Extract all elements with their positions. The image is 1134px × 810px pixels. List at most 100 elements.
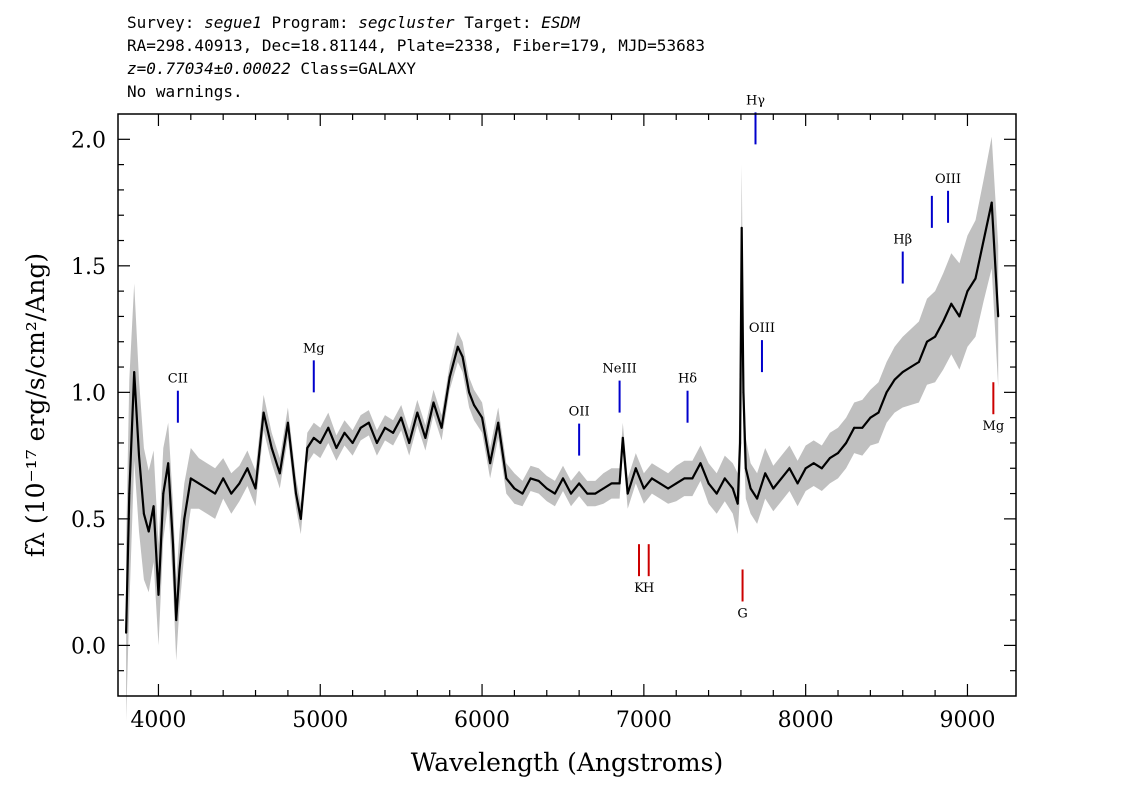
flux-point [982,239,985,242]
spectrum-header: Survey: segue1 Program: segcluster Targe… [127,11,705,103]
line-marker-label: G [737,606,747,621]
flux-point [586,492,589,495]
flux-point [125,631,128,634]
flux-point [142,512,145,515]
flux-point [683,477,686,480]
y-tick-label: 2.0 [71,128,106,153]
flux-point [319,441,322,444]
line-marker-label: K [634,581,644,596]
flux-point [489,462,492,465]
flux-point [788,467,791,470]
flux-point [157,593,160,596]
flux-point [659,482,662,485]
flux-point [254,487,257,490]
flux-point [626,492,629,495]
flux-point [286,421,289,424]
header-line-redshift: z=0.77034±0.00022 Class=GALAXY [127,57,705,80]
flux-point [736,502,739,505]
flux-point [966,290,969,293]
flux-point [926,340,929,343]
line-marker-label: Mg [303,341,325,356]
flux-point [230,492,233,495]
flux-point [238,482,241,485]
flux-point [178,568,181,571]
flux-point [461,355,464,358]
flux-point [861,426,864,429]
flux-point [521,492,524,495]
flux-point [561,477,564,480]
flux-point [997,315,1000,318]
flux-point [958,315,961,318]
flux-point [804,467,807,470]
flux-point [424,436,427,439]
flux-point [162,492,165,495]
flux-point [299,517,302,520]
flux-point [950,302,953,305]
flux-point [845,441,848,444]
flux-point [448,376,451,379]
line-marker-label: Hγ [746,93,765,108]
flux-point [731,487,734,490]
x-tick-label: 5000 [292,708,348,733]
flux-point [175,619,178,622]
flux-point [205,487,208,490]
flux-point [691,477,694,480]
flux-point [901,371,904,374]
line-marker-label: CII [168,372,188,387]
flux-point [707,482,710,485]
error-band [126,136,999,722]
line-marker-label: OIII [935,172,961,187]
flux-series [125,201,1000,634]
flux-point [367,421,370,424]
flux-point [505,477,508,480]
flux-point [375,441,378,444]
flux-point [594,492,597,495]
flux-point [183,517,186,520]
flux-point [152,505,155,508]
flux-point [812,462,815,465]
flux-point [740,226,743,229]
x-tick-label: 9000 [939,708,995,733]
flux-point [942,320,945,323]
flux-point [853,426,856,429]
flux-point [167,462,170,465]
flux-point [885,391,888,394]
y-tick-label: 0.0 [71,634,106,659]
flux-point [990,201,993,204]
x-tick-label: 7000 [616,708,672,733]
survey-label: Survey: [127,13,195,32]
flux-point [128,492,131,495]
flux-point [440,426,443,429]
flux-point [780,477,783,480]
x-axis-label: Wavelength (Angstroms) [411,748,723,777]
flux-point [820,467,823,470]
y-tick-label: 1.0 [71,381,106,406]
flux-point [278,472,281,475]
flux-point [837,452,840,455]
y-axis-label: fλ (10⁻¹⁷ erg/s/cm²/Ang) [21,253,50,557]
target-value: ESDM [541,13,580,32]
line-marker-label: OIII [749,321,775,336]
flux-point [416,411,419,414]
flux-point [772,487,775,490]
flux-point [621,436,624,439]
line-marker-label: Mg [983,419,1005,434]
flux-point [400,416,403,419]
flux-point [468,391,471,394]
program-value: segcluster [358,13,455,32]
flux-point [553,492,556,495]
flux-point [610,482,613,485]
flux-point [675,482,678,485]
line-markers: CII Mg OII NeIII Hδ Hγ OIII Hβ OIII K H G Mg [168,93,1004,621]
flux-point [147,530,150,533]
line-marker-label: NeIII [602,362,636,377]
survey-value: segue1 [204,13,262,32]
line-marker-label: OII [569,405,590,420]
y-tick-label: 1.5 [71,255,106,280]
flux-point [246,467,249,470]
flux-point [893,378,896,381]
flux-point [270,447,273,450]
plot-frame [117,113,1017,697]
flux-point [312,436,315,439]
